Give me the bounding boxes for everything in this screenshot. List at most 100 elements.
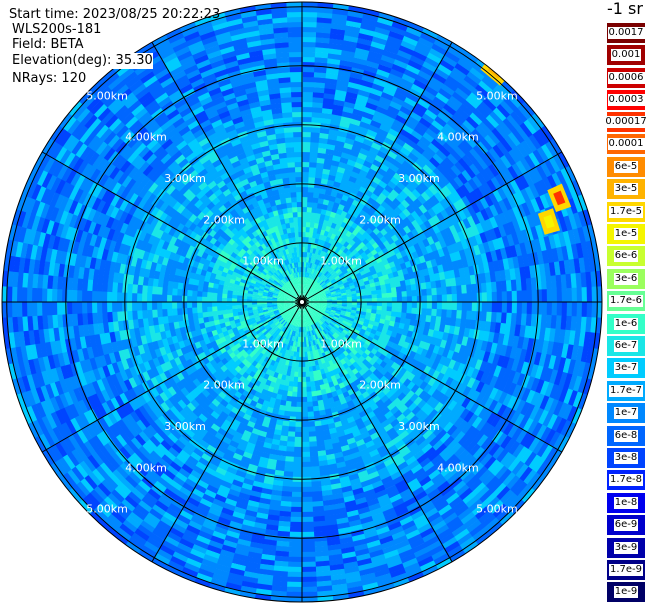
scan-cell	[497, 391, 508, 405]
scan-cell	[380, 284, 387, 290]
scan-cell	[393, 172, 404, 182]
scan-cell	[538, 237, 547, 252]
scan-cell	[414, 234, 423, 244]
scan-cell	[345, 249, 352, 257]
scan-cell	[511, 192, 522, 208]
scan-cell	[294, 436, 302, 443]
scan-cell	[434, 240, 443, 251]
scan-cell	[308, 267, 312, 273]
scan-cell	[394, 137, 407, 148]
scan-cell	[307, 247, 311, 253]
scan-cell	[489, 110, 504, 126]
scan-cell	[321, 112, 333, 120]
scan-cell	[475, 84, 491, 99]
scan-cell	[302, 286, 304, 293]
scan-cell	[434, 354, 443, 364]
scan-cell	[457, 142, 470, 156]
scan-cell	[415, 422, 426, 433]
scan-cell	[315, 270, 320, 277]
scan-cell	[310, 217, 316, 223]
scan-cell	[484, 166, 496, 181]
scan-cell	[520, 487, 536, 504]
scan-cell	[444, 206, 455, 218]
scan-cell	[344, 96, 358, 105]
scan-cell	[571, 302, 578, 318]
scan-cell	[533, 351, 542, 367]
scan-cell	[591, 286, 598, 303]
scan-cell	[434, 272, 441, 282]
scan-cell	[304, 281, 307, 288]
scan-cell	[361, 291, 367, 296]
scan-cell	[307, 289, 312, 295]
scan-cell	[473, 348, 481, 360]
scan-cell	[323, 241, 329, 248]
scan-cell	[287, 556, 302, 563]
scan-cell	[321, 203, 329, 211]
scan-cell	[459, 184, 471, 197]
scan-cell	[365, 312, 372, 317]
scan-cell	[465, 275, 472, 286]
scan-cell	[480, 311, 487, 322]
scan-cell	[502, 197, 513, 212]
scan-cell	[449, 214, 459, 226]
scan-cell	[288, 541, 302, 548]
scan-cell	[481, 282, 488, 294]
scan-cell	[366, 305, 373, 310]
scan-cell	[536, 442, 550, 459]
scan-cell	[328, 48, 343, 56]
scan-cell	[331, 239, 338, 246]
scan-cell	[525, 200, 536, 215]
scan-cell	[499, 344, 508, 358]
scan-cell	[302, 151, 311, 158]
scan-cell	[316, 157, 326, 164]
scan-cell	[549, 383, 560, 400]
scan-cell	[551, 415, 563, 433]
scan-cell	[489, 375, 499, 389]
scan-cell	[322, 284, 328, 289]
scan-cell	[314, 52, 329, 59]
scan-cell	[517, 104, 533, 121]
scan-cell	[336, 320, 343, 325]
scan-cell	[389, 100, 403, 111]
scan-cell	[351, 307, 357, 311]
scan-cell	[502, 393, 513, 408]
scan-cell	[391, 96, 405, 107]
scan-cell	[316, 259, 321, 266]
scan-cell	[383, 171, 394, 181]
scan-cell	[414, 207, 424, 218]
scan-cell	[466, 293, 473, 303]
scan-cell	[381, 175, 391, 185]
scan-cell	[362, 193, 371, 202]
scan-cell	[418, 181, 429, 192]
scan-cell	[288, 531, 302, 538]
scan-cell	[575, 272, 582, 289]
scan-cell	[436, 221, 446, 233]
scan-cell	[520, 361, 530, 376]
scan-cell	[426, 295, 433, 303]
scan-cell	[314, 290, 320, 294]
scan-cell	[496, 355, 506, 368]
scan-cell	[431, 287, 438, 296]
scan-cell	[330, 119, 342, 127]
scan-cell	[455, 353, 464, 364]
scan-cell	[557, 402, 569, 419]
scan-cell	[377, 16, 395, 27]
scan-cell	[285, 591, 302, 598]
scan-cell	[395, 311, 402, 318]
scan-cell	[308, 277, 312, 284]
scan-cell	[289, 411, 297, 418]
scan-cell	[330, 289, 336, 293]
scan-cell	[464, 319, 472, 330]
scan-cell	[577, 194, 588, 212]
scan-cell	[429, 76, 445, 89]
scan-cell	[431, 308, 438, 317]
scan-cell	[445, 454, 458, 467]
scan-cell	[500, 138, 514, 153]
scan-cell	[486, 412, 498, 426]
scan-cell	[454, 146, 467, 159]
scan-cell	[491, 291, 498, 303]
scan-cell	[302, 231, 306, 238]
scan-cell	[410, 284, 417, 291]
scan-cell	[341, 292, 347, 296]
scan-cell	[337, 335, 344, 342]
